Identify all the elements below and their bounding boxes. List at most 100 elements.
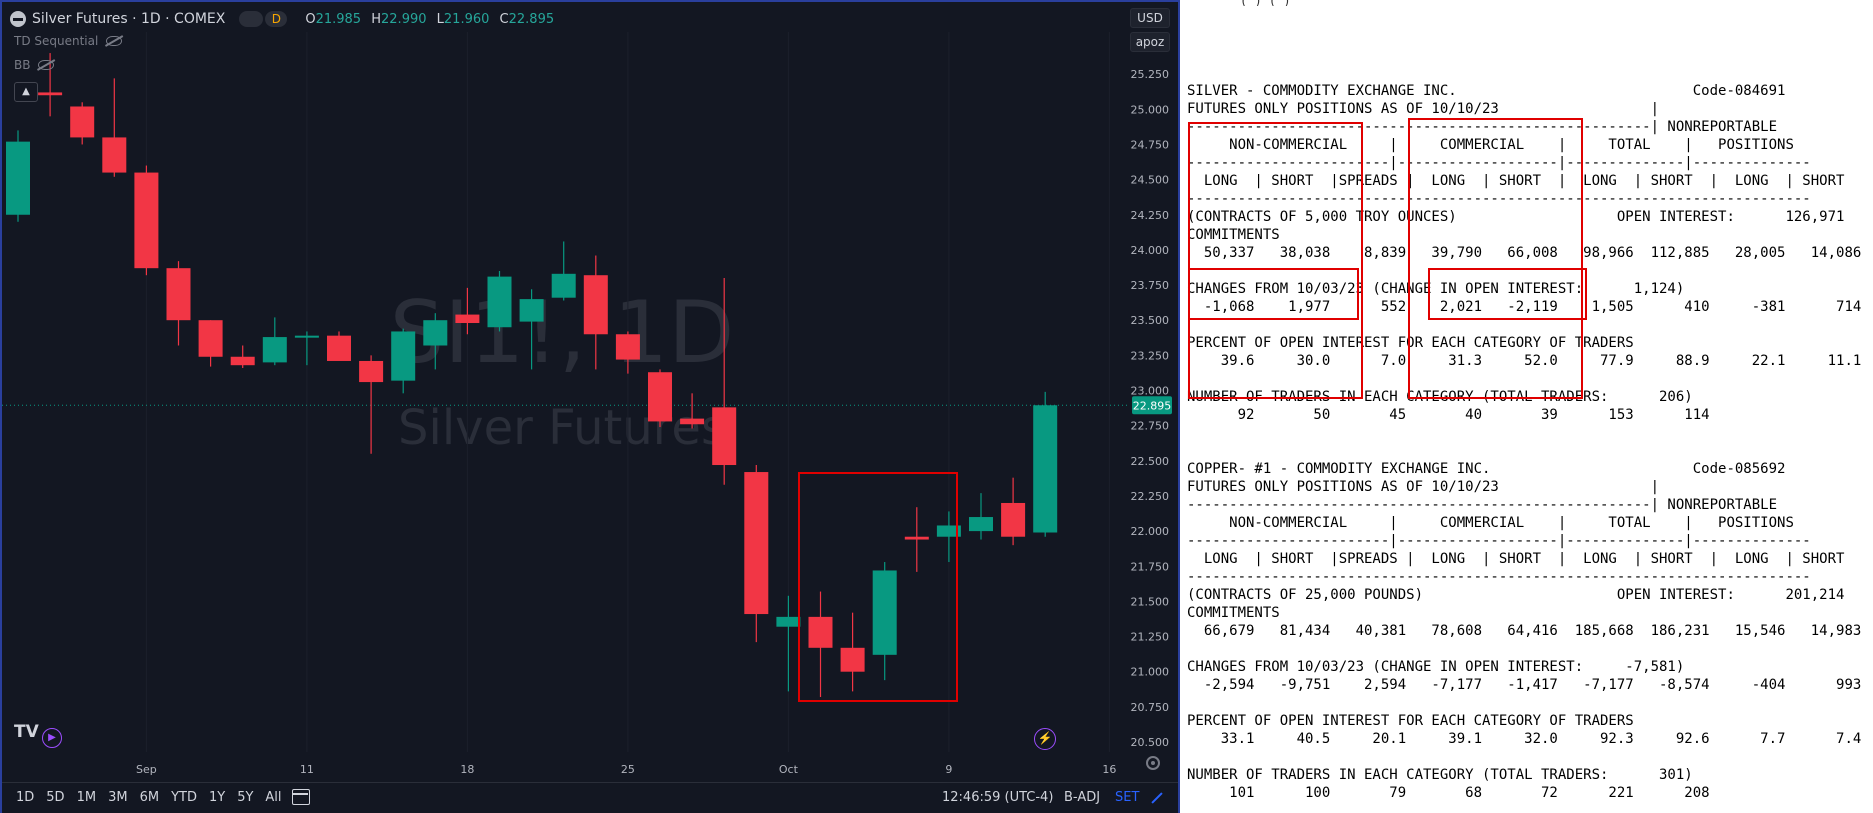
cot-report-text: SILVER - COMMODITY EXCHANGE INC. Code-08…	[1187, 83, 1862, 801]
candle-body	[615, 334, 640, 360]
candle-body	[936, 525, 961, 537]
gear-icon[interactable]	[1146, 756, 1160, 770]
timeframe-5y[interactable]: 5Y	[237, 790, 254, 805]
candle-body	[134, 172, 159, 269]
settlement-toggle[interactable]: SET	[1115, 790, 1140, 805]
low-value: 21.960	[443, 11, 490, 27]
timeframe-all[interactable]: All	[265, 790, 282, 805]
ohlc-readout: O21.985 H22.990 L21.960 C22.895	[299, 12, 554, 27]
tradingview-logo-icon: TV	[14, 722, 39, 742]
calendar-icon[interactable]	[292, 789, 310, 805]
y-tick-label: 21.750	[1131, 560, 1170, 573]
candle-body	[102, 137, 127, 173]
y-tick-label: 25.250	[1131, 68, 1170, 81]
timeframe-1d[interactable]: 1D	[16, 790, 35, 805]
scale-mode-button[interactable]: apoz	[1130, 32, 1170, 52]
y-tick-label: 24.250	[1131, 209, 1170, 222]
y-tick-label: 25.000	[1131, 103, 1170, 116]
candle-body	[230, 356, 255, 366]
symbol-logo-icon	[10, 11, 26, 27]
eye-hidden-icon[interactable]	[106, 36, 123, 46]
candle-body	[166, 268, 191, 321]
x-tick-label: 9	[945, 763, 952, 776]
highlight-commercial	[1408, 118, 1583, 399]
y-tick-label: 23.250	[1131, 349, 1170, 362]
highlight-commercial-changes	[1428, 268, 1587, 320]
candle-body	[327, 335, 351, 361]
highlight-noncommercial-changes	[1188, 268, 1359, 320]
high-label: H	[371, 11, 382, 27]
low-label: L	[436, 11, 444, 27]
candle-body	[776, 616, 801, 627]
y-tick-label: 21.250	[1131, 631, 1170, 644]
candle-body	[583, 275, 608, 335]
y-tick-label: 21.500	[1131, 595, 1170, 608]
y-tick-label: 20.750	[1131, 701, 1170, 714]
collapse-indicators-button[interactable]: ▲	[14, 82, 38, 102]
lightning-icon[interactable]: ⚡	[1034, 728, 1056, 750]
currency-button[interactable]: USD	[1130, 8, 1170, 28]
y-tick-label: 24.750	[1131, 138, 1170, 151]
interval-badge[interactable]: D	[265, 11, 288, 27]
clock-readout[interactable]: 12:46:59 (UTC-4)	[942, 790, 1054, 805]
y-tick-label: 23.500	[1131, 314, 1170, 327]
candle-body	[423, 320, 448, 346]
y-tick-label: 22.750	[1131, 420, 1170, 433]
candle-body	[6, 141, 30, 215]
last-price-label: 22.895	[1133, 399, 1172, 412]
y-tick-label: 24.500	[1131, 174, 1170, 187]
y-tick-label: 22.250	[1131, 490, 1170, 503]
candle-body	[1001, 502, 1026, 537]
top-strip-text: ( ) ( )	[1240, 0, 1291, 6]
replay-icon[interactable]: ▶	[42, 728, 62, 748]
bottom-toolbar: 1D 5D 1M 3M 6M YTD 1Y 5Y All 12:46:59 (U…	[2, 782, 1178, 813]
expand-icon[interactable]	[1150, 791, 1164, 805]
timeframe-1y[interactable]: 1Y	[208, 790, 226, 805]
y-tick-label: 22.000	[1131, 525, 1170, 538]
candle-body	[969, 517, 993, 532]
y-tick-label: 23.750	[1131, 279, 1170, 292]
x-tick-label: 18	[460, 763, 474, 776]
candle-body	[744, 472, 769, 615]
x-tick-label: 25	[621, 763, 635, 776]
symbol-title[interactable]: Silver Futures · 1D · COMEX	[32, 11, 226, 27]
candle-body	[648, 372, 672, 422]
candle-body	[70, 106, 95, 138]
y-tick-label: 22.500	[1131, 455, 1170, 468]
chart-header: Silver Futures · 1D · COMEX D O21.985 H2…	[10, 8, 554, 30]
open-label: O	[305, 11, 316, 27]
timeframe-5d[interactable]: 5D	[46, 790, 65, 805]
watermark-name: Silver Futures	[398, 400, 726, 456]
indicator-td-sequential[interactable]: TD Sequential	[14, 34, 123, 48]
timeframe-list: 1D 5D 1M 3M 6M YTD 1Y 5Y All	[16, 790, 282, 805]
x-tick-label: Oct	[779, 763, 799, 776]
indicator-bb[interactable]: BB	[14, 58, 55, 72]
y-tick-label: 20.500	[1131, 736, 1170, 749]
candle-body	[487, 276, 512, 328]
candle-body	[198, 320, 223, 357]
candle-body	[519, 299, 544, 322]
last-price-badge	[1132, 396, 1172, 415]
candle-body	[455, 314, 480, 324]
timeframe-6m[interactable]: 6M	[139, 790, 160, 805]
candle-body	[262, 337, 287, 363]
x-tick-label: 16	[1102, 763, 1116, 776]
candle-body	[840, 647, 865, 672]
candle-body	[904, 536, 929, 540]
timeframe-ytd[interactable]: YTD	[171, 790, 197, 805]
timeframe-3m[interactable]: 3M	[108, 790, 128, 805]
back-adjust-toggle[interactable]: B-ADJ	[1064, 790, 1101, 805]
candle-body	[391, 331, 416, 381]
cot-report-panel: ( ) ( ) SILVER - COMMODITY EXCHANGE INC.…	[1180, 0, 1873, 813]
timeframe-1m[interactable]: 1M	[76, 790, 97, 805]
high-value: 22.990	[381, 11, 427, 27]
more-dots-icon[interactable]	[239, 11, 264, 27]
y-tick-label: 21.000	[1131, 666, 1170, 679]
eye-hidden-icon[interactable]	[38, 60, 55, 70]
top-strip: ( ) ( )	[1180, 0, 1873, 6]
x-tick-label: Sep	[136, 763, 157, 776]
candle-body	[551, 273, 576, 298]
